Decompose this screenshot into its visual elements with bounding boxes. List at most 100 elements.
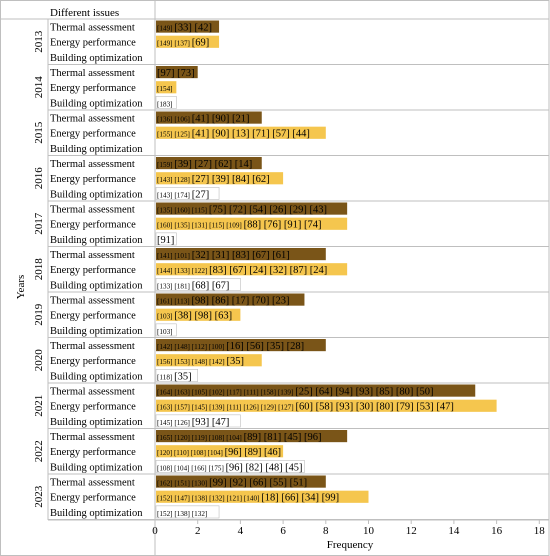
x-tick-label: 8 bbox=[323, 525, 329, 537]
column-header: Different issues bbox=[50, 7, 119, 19]
x-tick-label: 16 bbox=[491, 525, 503, 537]
bar-ref-labels: [149] [137] [69] bbox=[157, 38, 209, 49]
bar-energy-performance bbox=[156, 490, 369, 503]
issue-label: Energy performance bbox=[50, 311, 136, 322]
bar-thermal-assessment bbox=[156, 339, 326, 352]
bar-thermal-assessment bbox=[156, 384, 476, 397]
bar-ref-labels: [141] [101] [32] [31] [83] [67] [61] bbox=[157, 250, 290, 261]
x-tick-label: 2 bbox=[195, 525, 201, 537]
x-tick-label: 6 bbox=[280, 525, 286, 537]
bar-building-optimization bbox=[155, 460, 305, 473]
issue-label: Thermal assessment bbox=[50, 250, 135, 261]
issue-label: Thermal assessment bbox=[50, 159, 135, 170]
year-label: 2022 bbox=[33, 440, 45, 462]
bar-ref-labels: [155] [125] [41] [90] [13] [71] [57] [44… bbox=[157, 129, 310, 140]
bar-ref-labels: [183] bbox=[157, 100, 173, 108]
year-label: 2013 bbox=[33, 30, 45, 53]
year-label: 2016 bbox=[33, 167, 45, 190]
issue-label: Energy performance bbox=[50, 265, 136, 276]
issue-label: Thermal assessment bbox=[50, 387, 135, 398]
bar-ref-labels: [97] [73] bbox=[157, 68, 195, 79]
bar-ref-labels: [145] [126] [93] [47] bbox=[157, 417, 229, 428]
bar-energy-performance bbox=[156, 172, 284, 185]
issue-label: Building optimization bbox=[50, 144, 143, 155]
issue-label: Thermal assessment bbox=[50, 205, 135, 216]
issue-label: Thermal assessment bbox=[50, 432, 135, 443]
bar-ref-labels: [133] [181] [68] [67] bbox=[157, 280, 229, 291]
issue-label: Energy performance bbox=[50, 447, 136, 458]
issue-label: Building optimization bbox=[50, 371, 143, 382]
bar-ref-labels: [156] [153] [148] [142] [35] bbox=[157, 356, 244, 367]
bar-ref-labels: [91] bbox=[157, 235, 174, 246]
bar-ref-labels: [143] [174] [27] bbox=[157, 189, 209, 200]
bar-building-optimization bbox=[155, 232, 177, 246]
x-tick-label: 12 bbox=[406, 525, 417, 537]
bar-ref-labels: [164] [163] [105] [102] [117] [111] [158… bbox=[157, 387, 433, 398]
year-label: 2021 bbox=[33, 395, 45, 417]
bar-layer: [149] [33] [42] [149] [137] [69] [97] [73]… bbox=[155, 20, 497, 519]
bar-ref-labels: [144] [133] [122] [83] [67] [24] [32] [8… bbox=[157, 265, 327, 276]
bar-energy-performance bbox=[156, 35, 220, 48]
year-label: 2023 bbox=[33, 485, 45, 508]
x-tick-label: 18 bbox=[534, 525, 546, 537]
issue-label: Energy performance bbox=[50, 129, 136, 140]
issue-label: Building optimization bbox=[50, 235, 143, 246]
bar-thermal-assessment bbox=[156, 248, 326, 261]
year-label: 2015 bbox=[33, 121, 45, 144]
bar-ref-labels: [142] [148] [112] [100] [16] [56] [35] [… bbox=[157, 341, 304, 352]
bar-thermal-assessment bbox=[156, 66, 198, 79]
bar-ref-labels: [108] [104] [166] [175] [96] [82] [48] [… bbox=[157, 462, 302, 473]
x-tick-label: 10 bbox=[363, 525, 375, 537]
issue-label: Thermal assessment bbox=[50, 478, 135, 489]
bar-building-optimization bbox=[155, 96, 177, 109]
bar-ref-labels: [165] [120] [119] [108] [104] [89] [81] … bbox=[157, 432, 321, 443]
year-label: 2020 bbox=[33, 349, 45, 372]
bar-ref-labels: [152] [138] [132] bbox=[157, 510, 207, 518]
x-tick-label: 0 bbox=[152, 525, 158, 537]
issue-label: Energy performance bbox=[50, 220, 136, 231]
year-label: 2014 bbox=[33, 76, 45, 99]
bar-ref-labels: [135] [160] [115] [75] [72] [54] [26] [2… bbox=[157, 205, 327, 216]
year-label: 2017 bbox=[33, 212, 45, 235]
issue-label: Thermal assessment bbox=[50, 296, 135, 307]
x-tick-label: 14 bbox=[448, 525, 460, 537]
issue-label: Building optimization bbox=[50, 462, 143, 473]
bar-energy-performance bbox=[156, 399, 497, 412]
issue-label: Energy performance bbox=[50, 38, 136, 49]
x-tick-label: 4 bbox=[238, 525, 244, 537]
year-label: 2019 bbox=[33, 303, 45, 326]
issue-label: Building optimization bbox=[50, 98, 143, 109]
bar-thermal-assessment bbox=[156, 293, 305, 306]
bar-building-optimization bbox=[155, 369, 199, 382]
bar-building-optimization bbox=[155, 278, 241, 291]
bar-ref-labels: [118] [35] bbox=[157, 371, 192, 382]
year-label: 2018 bbox=[33, 258, 45, 281]
issue-label: Building optimization bbox=[50, 417, 143, 428]
bar-ref-labels: [103] [38] [98] [63] bbox=[157, 311, 232, 322]
bar-ref-labels: [103] bbox=[157, 328, 173, 336]
issue-label: Building optimization bbox=[50, 189, 143, 200]
bar-energy-performance bbox=[156, 354, 262, 367]
bar-building-optimization bbox=[155, 414, 241, 428]
bar-thermal-assessment bbox=[156, 202, 348, 215]
issue-label: Thermal assessment bbox=[50, 68, 135, 79]
bar-ref-labels: [143] [128] [27] [39] [84] [62] bbox=[157, 174, 270, 185]
bar-ref-labels: [152] [147] [138] [132] [121] [140] [18]… bbox=[157, 493, 339, 504]
bar-ref-labels: [160] [135] [131] [115] [109] [88] [76] … bbox=[157, 220, 321, 231]
bar-thermal-assessment bbox=[156, 111, 262, 124]
bar-energy-performance bbox=[156, 217, 348, 230]
issue-label: Thermal assessment bbox=[50, 114, 135, 125]
issue-label: Thermal assessment bbox=[50, 23, 135, 34]
issue-label: Building optimization bbox=[50, 53, 143, 64]
issue-label: Energy performance bbox=[50, 356, 136, 367]
bar-building-optimization bbox=[155, 187, 220, 200]
bar-ref-labels: [162] [151] [130] [99] [92] [66] [55] [5… bbox=[157, 478, 307, 489]
issue-label: Energy performance bbox=[50, 493, 136, 504]
issue-label: Energy performance bbox=[50, 174, 136, 185]
bar-thermal-assessment bbox=[156, 430, 348, 443]
bar-ref-labels: [120] [110] [108] [104] [96] [89] [46] bbox=[157, 447, 281, 458]
issue-label: Building optimization bbox=[50, 280, 143, 291]
bar-energy-performance bbox=[156, 126, 326, 139]
issue-label: Energy performance bbox=[50, 402, 136, 413]
issue-label: Building optimization bbox=[50, 508, 143, 519]
